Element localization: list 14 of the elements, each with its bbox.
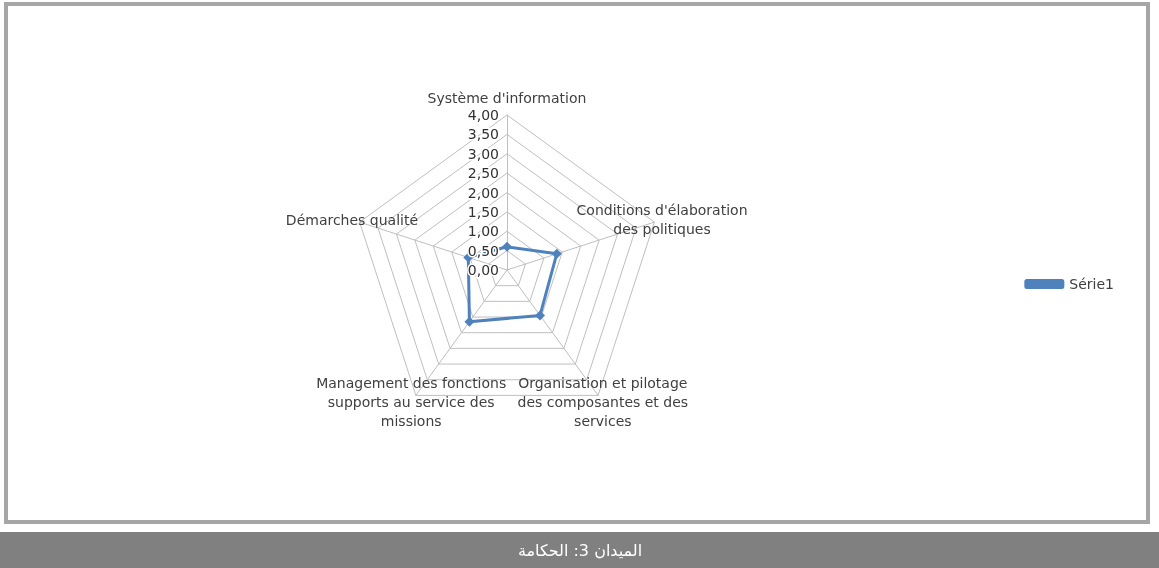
spoke-label: Système d'information bbox=[427, 89, 587, 106]
y-tick-label: 1,50 bbox=[467, 203, 499, 220]
y-tick-label: 1,00 bbox=[467, 223, 499, 240]
legend-label: Série1 bbox=[1069, 276, 1115, 292]
spoke-label: Conditions d'élaboration des politiques bbox=[576, 202, 748, 238]
y-tick-label: 2,50 bbox=[467, 165, 499, 182]
spoke-label: Organisation et pilotage des composantes et des services bbox=[517, 374, 689, 429]
spoke-label: Management des fonctions supports au service des missions bbox=[316, 374, 507, 429]
y-tick-label: 3,50 bbox=[467, 126, 499, 143]
text: الميدان 3: الحكامة bbox=[517, 540, 643, 560]
y-tick-label: 4,00 bbox=[467, 107, 499, 123]
spoke-label: Démarches qualité bbox=[285, 211, 419, 228]
y-tick-label: 3,00 bbox=[467, 145, 499, 162]
y-tick-label: 2,00 bbox=[467, 184, 499, 201]
